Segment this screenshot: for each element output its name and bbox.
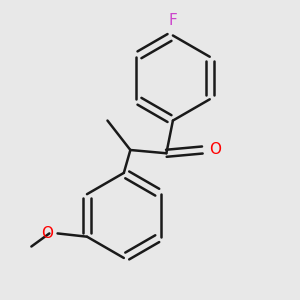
Text: O: O bbox=[209, 142, 221, 158]
Text: F: F bbox=[169, 13, 177, 28]
Text: O: O bbox=[40, 226, 52, 241]
